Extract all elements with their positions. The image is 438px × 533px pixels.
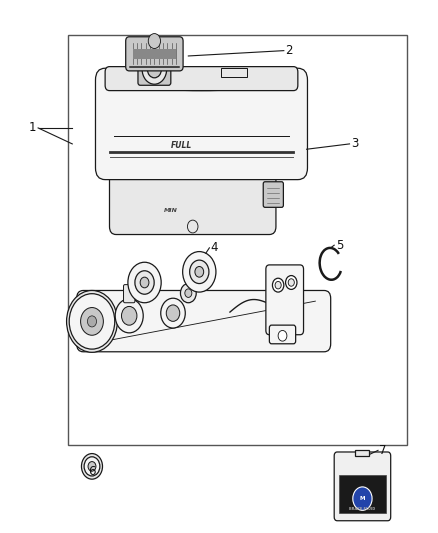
Circle shape bbox=[88, 462, 96, 471]
Circle shape bbox=[67, 290, 117, 352]
Ellipse shape bbox=[115, 69, 288, 91]
Circle shape bbox=[115, 298, 143, 333]
Bar bbox=[68, 35, 407, 445]
FancyBboxPatch shape bbox=[138, 67, 171, 85]
FancyBboxPatch shape bbox=[355, 449, 370, 456]
Circle shape bbox=[183, 252, 216, 292]
Circle shape bbox=[148, 34, 160, 49]
Circle shape bbox=[84, 457, 100, 476]
FancyBboxPatch shape bbox=[124, 285, 135, 303]
Circle shape bbox=[121, 306, 137, 325]
Circle shape bbox=[128, 262, 161, 303]
Circle shape bbox=[286, 276, 297, 289]
Circle shape bbox=[195, 266, 204, 277]
Text: 7: 7 bbox=[379, 444, 387, 457]
FancyBboxPatch shape bbox=[221, 68, 247, 77]
Circle shape bbox=[140, 277, 149, 288]
FancyBboxPatch shape bbox=[263, 182, 283, 207]
Circle shape bbox=[190, 260, 209, 284]
FancyBboxPatch shape bbox=[266, 265, 304, 335]
FancyBboxPatch shape bbox=[105, 67, 298, 91]
Circle shape bbox=[135, 271, 154, 294]
Circle shape bbox=[118, 303, 140, 329]
Circle shape bbox=[353, 487, 372, 511]
Circle shape bbox=[69, 294, 115, 349]
FancyBboxPatch shape bbox=[339, 475, 386, 513]
FancyBboxPatch shape bbox=[133, 49, 176, 59]
Circle shape bbox=[278, 330, 287, 341]
Circle shape bbox=[81, 454, 102, 479]
Circle shape bbox=[142, 54, 166, 84]
Circle shape bbox=[81, 308, 103, 335]
Text: M: M bbox=[360, 496, 365, 501]
Circle shape bbox=[166, 305, 180, 321]
Circle shape bbox=[272, 278, 284, 292]
Circle shape bbox=[147, 61, 162, 78]
FancyBboxPatch shape bbox=[110, 155, 276, 235]
Text: 5: 5 bbox=[336, 239, 343, 252]
Text: 3: 3 bbox=[351, 138, 358, 150]
Text: 1: 1 bbox=[29, 122, 37, 134]
Circle shape bbox=[275, 281, 281, 289]
FancyBboxPatch shape bbox=[126, 37, 183, 71]
Circle shape bbox=[187, 220, 198, 233]
FancyBboxPatch shape bbox=[334, 452, 391, 521]
Circle shape bbox=[161, 298, 185, 328]
Text: 2: 2 bbox=[285, 44, 293, 57]
Circle shape bbox=[88, 316, 96, 327]
Text: BRAKE FLUID: BRAKE FLUID bbox=[350, 506, 375, 511]
Text: 4: 4 bbox=[211, 241, 219, 254]
Circle shape bbox=[288, 279, 294, 286]
Text: 6: 6 bbox=[88, 465, 96, 478]
FancyBboxPatch shape bbox=[269, 325, 296, 344]
FancyBboxPatch shape bbox=[77, 290, 331, 352]
FancyBboxPatch shape bbox=[95, 68, 307, 180]
Text: MIN: MIN bbox=[164, 208, 178, 213]
Circle shape bbox=[180, 284, 196, 303]
Circle shape bbox=[185, 289, 192, 297]
Text: FULL: FULL bbox=[171, 141, 192, 150]
Circle shape bbox=[163, 302, 183, 325]
